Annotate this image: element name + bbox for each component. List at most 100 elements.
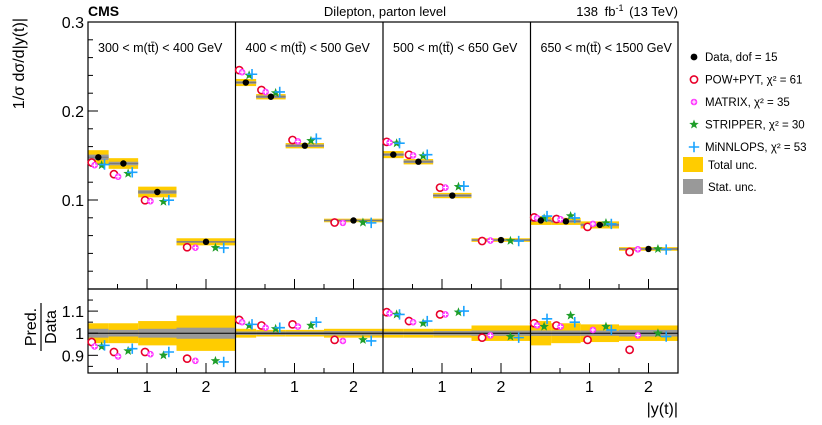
x-tick-label: 2 bbox=[349, 379, 358, 396]
marker-stripper bbox=[158, 350, 169, 360]
marker-data bbox=[390, 151, 397, 158]
marker-minnlops bbox=[513, 235, 524, 247]
data-markers bbox=[87, 65, 672, 368]
marker-data bbox=[497, 236, 505, 244]
marker-pow-pyt bbox=[109, 347, 119, 357]
legend-label-extra: Stat. unc. bbox=[708, 182, 757, 194]
marker-matrix-cross bbox=[387, 140, 392, 145]
marker-matrix-cross bbox=[193, 245, 198, 250]
marker-minnlops bbox=[394, 137, 405, 149]
marker-data bbox=[645, 245, 652, 253]
marker-minnlops bbox=[274, 86, 285, 98]
lumi-label: 138 fb-1 (13 TeV) bbox=[576, 0, 678, 19]
x-tick-label: 1 bbox=[585, 379, 594, 396]
marker-matrix-cross bbox=[590, 327, 596, 333]
marker-matrix-cross bbox=[92, 162, 97, 168]
marker-pow-pyt bbox=[583, 222, 592, 232]
marker-matrix-cross bbox=[443, 312, 448, 317]
marker-matrix-cross bbox=[558, 324, 563, 329]
x-tick-label: 1 bbox=[438, 379, 447, 396]
marker-stripper bbox=[539, 213, 549, 223]
x-tick-label: 1 bbox=[143, 379, 152, 396]
legend-swatch bbox=[683, 179, 703, 194]
marker-stripper bbox=[210, 242, 221, 252]
marker-stripper bbox=[453, 307, 464, 317]
marker-data bbox=[242, 79, 250, 86]
marker-matrix-cross bbox=[488, 333, 493, 338]
legend-label-stripper: STRIPPER, χ² = 30 bbox=[705, 120, 805, 132]
marker-matrix-cross bbox=[590, 221, 596, 227]
legend-label-data: Data, dof = 15 bbox=[705, 52, 778, 64]
marker-matrix-cross bbox=[148, 199, 153, 204]
ratio-tick-label: 1.1 bbox=[62, 304, 84, 321]
x-axis-label: |y(t)| bbox=[647, 401, 678, 418]
marker-matrix-cross bbox=[115, 174, 121, 179]
x-tick-label: 2 bbox=[497, 379, 506, 396]
legend-swatch bbox=[683, 157, 703, 172]
marker-minnlops bbox=[541, 313, 553, 325]
marker-matrix-cross bbox=[691, 99, 697, 105]
marker-minnlops bbox=[458, 181, 470, 192]
marker-matrix-cross bbox=[295, 324, 301, 329]
marker-stripper bbox=[689, 119, 699, 129]
marker-minnlops bbox=[246, 69, 258, 80]
marker-stripper bbox=[453, 181, 464, 191]
legend-label-pow-pyt: POW+PYT, χ² = 61 bbox=[705, 75, 802, 87]
marker-stripper bbox=[565, 310, 576, 320]
marker-data bbox=[301, 142, 309, 149]
marker-data bbox=[690, 53, 698, 61]
y-tick-label: 0.1 bbox=[62, 193, 84, 210]
marker-pow-pyt bbox=[330, 335, 340, 345]
marker-data bbox=[537, 217, 545, 224]
marker-stripper bbox=[418, 318, 428, 328]
marker-stripper bbox=[505, 235, 516, 245]
marker-stripper bbox=[653, 328, 663, 338]
marker-matrix-cross bbox=[340, 338, 346, 344]
marker-minnlops bbox=[422, 315, 433, 327]
legend-label-minnlops: MiNNLOPS, χ² = 53 bbox=[705, 142, 807, 154]
y-tick-label: 0.2 bbox=[62, 104, 84, 121]
marker-minnlops bbox=[311, 316, 322, 328]
marker-matrix-cross bbox=[148, 352, 153, 357]
marker-matrix-cross bbox=[534, 215, 540, 221]
y-axis-label-top: 1/σ dσ/d|y(t)| bbox=[11, 18, 28, 109]
marker-minnlops bbox=[366, 335, 377, 347]
marker-data bbox=[562, 218, 570, 225]
marker-matrix-cross bbox=[239, 319, 245, 325]
marker-minnlops bbox=[569, 212, 580, 224]
marker-minnlops bbox=[661, 331, 672, 342]
experiment-label: CMS bbox=[88, 3, 119, 19]
marker-minnlops bbox=[218, 242, 229, 254]
y-axis-label-ratio-numerator: Pred. bbox=[23, 308, 40, 346]
marker-minnlops bbox=[99, 340, 110, 351]
marker-minnlops bbox=[458, 305, 470, 317]
marker-data bbox=[267, 93, 275, 100]
marker-matrix-cross bbox=[387, 311, 392, 316]
marker-minnlops bbox=[513, 332, 524, 343]
marker-minnlops bbox=[99, 159, 110, 170]
marker-stripper bbox=[306, 135, 316, 145]
marker-data bbox=[350, 217, 357, 224]
x-tick-label: 2 bbox=[644, 379, 653, 396]
marker-stripper bbox=[601, 218, 611, 228]
marker-minnlops bbox=[606, 218, 617, 230]
marker-minnlops bbox=[127, 343, 138, 354]
marker-data bbox=[449, 192, 456, 199]
marker-minnlops bbox=[661, 244, 672, 255]
marker-minnlops bbox=[163, 195, 175, 206]
marker-stripper bbox=[565, 210, 576, 220]
marker-minnlops bbox=[606, 324, 617, 336]
marker-minnlops bbox=[127, 167, 138, 178]
marker-matrix-cross bbox=[410, 319, 416, 325]
marker-matrix-cross bbox=[534, 323, 540, 328]
marker-minnlops bbox=[163, 346, 175, 358]
marker-stripper bbox=[505, 331, 516, 341]
y-axis-label-ratio-denominator: Data bbox=[43, 310, 60, 344]
marker-minnlops bbox=[541, 210, 553, 222]
marker-minnlops bbox=[274, 322, 285, 333]
marker-stripper bbox=[158, 196, 169, 206]
chart-text: CMS Dilepton, parton level 138 fb-1 (13 … bbox=[11, 0, 678, 418]
ratio-tick-label: 1 bbox=[75, 326, 84, 343]
marker-data bbox=[415, 158, 422, 165]
